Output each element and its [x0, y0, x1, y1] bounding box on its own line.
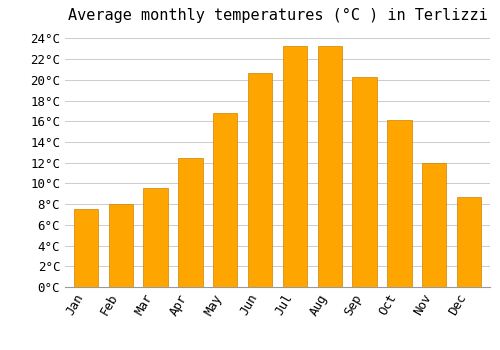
Bar [387, 120, 411, 287]
Bar [108, 204, 133, 287]
Bar [352, 77, 377, 287]
Bar [318, 46, 342, 287]
Bar [178, 158, 203, 287]
Bar [422, 163, 446, 287]
Bar [248, 72, 272, 287]
Bar [282, 46, 307, 287]
Bar [144, 188, 168, 287]
Bar [74, 209, 98, 287]
Title: Average monthly temperatures (°C ) in Terlizzi: Average monthly temperatures (°C ) in Te… [68, 8, 488, 23]
Bar [457, 197, 481, 287]
Bar [213, 113, 238, 287]
